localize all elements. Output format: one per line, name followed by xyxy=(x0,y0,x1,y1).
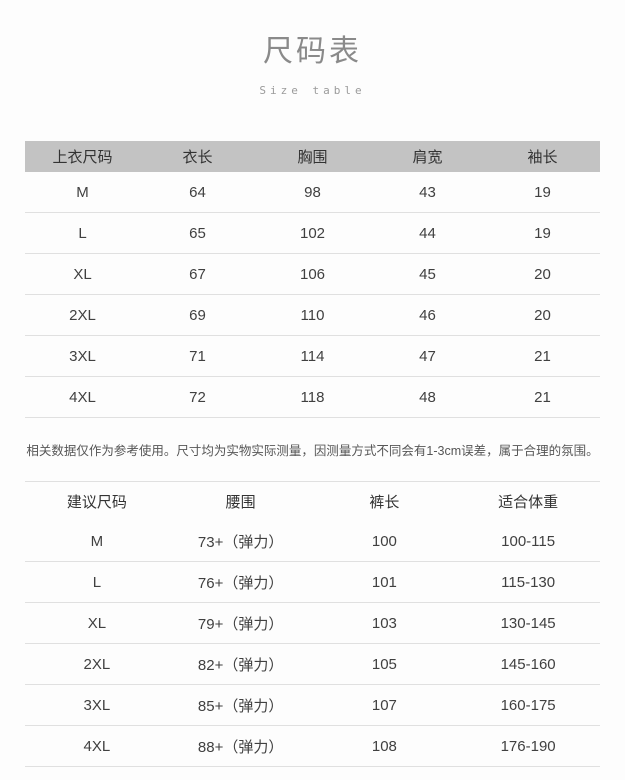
table-cell: 69 xyxy=(189,306,206,324)
bottom-table-header-row: 建议尺码 腰围 裤长 适合体重 xyxy=(25,482,600,521)
page-title: 尺码表 xyxy=(263,35,362,68)
table-cell: 47 xyxy=(419,347,436,365)
bottom-header-waist: 腰围 xyxy=(225,494,256,511)
table-cell: 100 xyxy=(371,532,397,550)
top-header-shoulder: 肩宽 xyxy=(412,149,443,166)
top-table-header-row: 上衣尺码 衣长 胸围 肩宽 袖长 xyxy=(25,141,600,172)
table-cell: 21 xyxy=(534,388,551,406)
table-cell: 67 xyxy=(189,265,206,283)
bottom-header-weight: 适合体重 xyxy=(498,494,559,511)
table-cell: 176-190 xyxy=(500,737,556,755)
table-cell: 145-160 xyxy=(500,655,556,673)
table-cell: 76+（弹力） xyxy=(197,574,284,592)
table-cell: 101 xyxy=(371,573,397,591)
table-row: 2XL 69 110 46 20 xyxy=(25,295,600,336)
table-cell: XL xyxy=(73,265,92,283)
table-cell: 43 xyxy=(419,183,436,201)
top-size-table: 上衣尺码 衣长 胸围 肩宽 袖长 M 64 98 43 19 L 65 102 … xyxy=(25,141,600,418)
table-cell: M xyxy=(76,183,89,201)
top-header-size: 上衣尺码 xyxy=(52,149,113,166)
table-row: L 65 102 44 19 xyxy=(25,213,600,254)
table-cell: 71 xyxy=(189,347,206,365)
table-cell: 106 xyxy=(299,265,326,283)
table-cell: 72 xyxy=(189,388,206,406)
table-row: 4XL 88+（弹力） 108 176-190 xyxy=(25,726,600,767)
table-cell: 85+（弹力） xyxy=(197,697,284,715)
table-cell: 65 xyxy=(189,224,206,242)
table-cell: 108 xyxy=(371,737,397,755)
table-cell: 48 xyxy=(419,388,436,406)
bottom-header-size: 建议尺码 xyxy=(66,494,127,511)
table-row: M 73+（弹力） 100 100-115 xyxy=(25,521,600,562)
table-cell: 160-175 xyxy=(500,696,556,714)
table-cell: L xyxy=(92,573,102,591)
top-header-sleeve: 袖长 xyxy=(527,149,558,166)
table-cell: 64 xyxy=(189,183,206,201)
table-cell: 19 xyxy=(534,183,551,201)
table-row: XL 67 106 45 20 xyxy=(25,254,600,295)
table-cell: 88+（弹力） xyxy=(197,738,284,756)
top-header-length: 衣长 xyxy=(182,149,213,166)
table-row: 2XL 82+（弹力） 105 145-160 xyxy=(25,644,600,685)
table-cell: 115-130 xyxy=(501,573,556,591)
table-cell: M xyxy=(90,532,104,550)
bottom-header-pants-length: 裤长 xyxy=(369,494,400,511)
table-cell: 46 xyxy=(419,306,436,324)
table-cell: 102 xyxy=(299,224,326,242)
table-cell: 118 xyxy=(300,388,325,406)
table-cell: 73+（弹力） xyxy=(197,533,284,551)
table-cell: 4XL xyxy=(83,737,111,755)
table-cell: XL xyxy=(87,614,107,632)
table-row: M 64 98 43 19 xyxy=(25,172,600,213)
table-cell: 20 xyxy=(534,306,551,324)
table-cell: 114 xyxy=(300,347,325,365)
table-cell: L xyxy=(78,224,87,242)
table-cell: 4XL xyxy=(69,388,96,406)
table-cell: 100-115 xyxy=(501,532,556,550)
table-cell: 45 xyxy=(419,265,436,283)
table-cell: 110 xyxy=(300,306,325,324)
page-subtitle: Size table xyxy=(259,84,366,97)
table-cell: 21 xyxy=(534,347,551,365)
table-cell: 3XL xyxy=(69,347,96,365)
measurement-note: 相关数据仅作为参考使用。尺寸均为实物实际测量，因测量方式不同会有1-3cm误差，… xyxy=(26,444,599,458)
table-cell: 107 xyxy=(371,696,397,714)
table-cell: 2XL xyxy=(83,655,111,673)
table-cell: 79+（弹力） xyxy=(197,615,284,633)
table-cell: 82+（弹力） xyxy=(197,656,284,674)
table-cell: 3XL xyxy=(83,696,111,714)
table-row: XL 79+（弹力） 103 130-145 xyxy=(25,603,600,644)
bottom-size-table: 建议尺码 腰围 裤长 适合体重 M 73+（弹力） 100 100-115 L … xyxy=(25,481,600,767)
table-cell: 103 xyxy=(371,614,397,632)
table-cell: 20 xyxy=(534,265,551,283)
table-row: L 76+（弹力） 101 115-130 xyxy=(25,562,600,603)
table-cell: 98 xyxy=(304,183,321,201)
table-cell: 130-145 xyxy=(500,614,556,632)
table-cell: 105 xyxy=(371,655,397,673)
table-row: 3XL 71 114 47 21 xyxy=(25,336,600,377)
top-header-chest: 胸围 xyxy=(297,149,328,166)
table-row: 3XL 85+（弹力） 107 160-175 xyxy=(25,685,600,726)
table-cell: 44 xyxy=(419,224,436,242)
table-cell: 2XL xyxy=(69,306,96,324)
table-cell: 19 xyxy=(534,224,551,242)
table-row: 4XL 72 118 48 21 xyxy=(25,377,600,418)
